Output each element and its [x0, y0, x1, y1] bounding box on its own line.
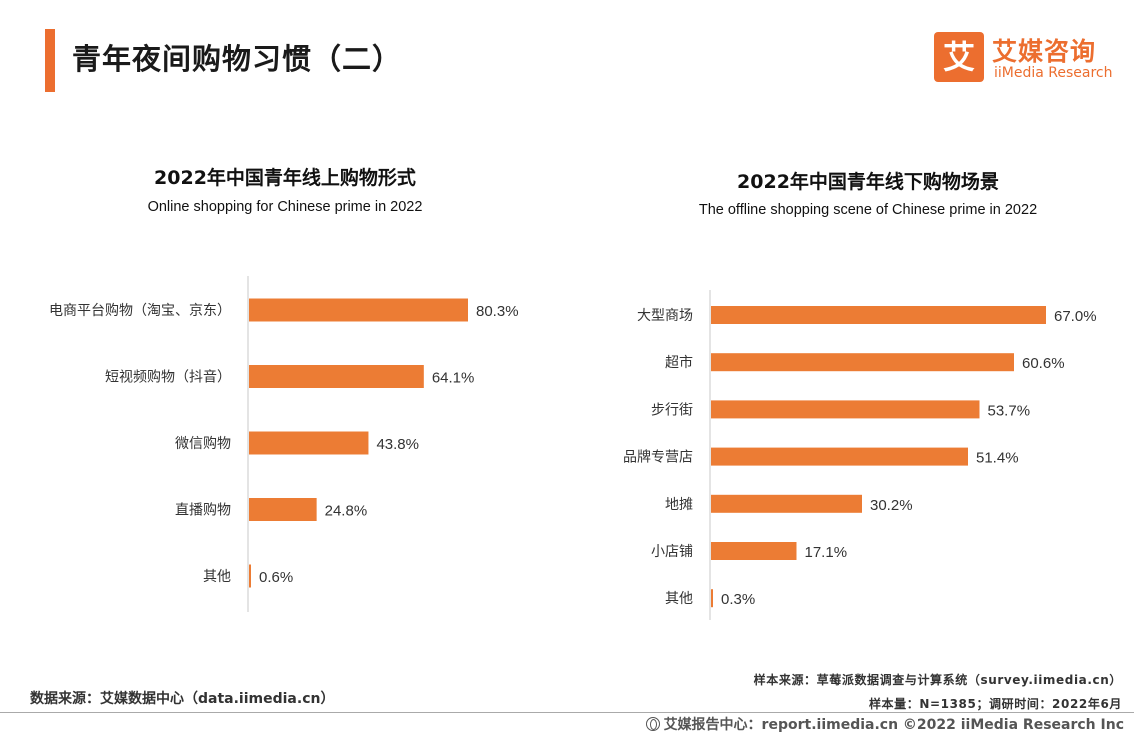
- category-label: 品牌专营店: [623, 449, 693, 466]
- value-label: 51.4%: [976, 450, 1019, 467]
- category-label: 电商平台购物（淘宝、京东）: [49, 303, 231, 319]
- page-title: 青年夜间购物习惯（二）: [72, 42, 403, 76]
- iimedia-logo: 艾 艾媒咨询 iiMedia Research: [934, 32, 1134, 84]
- online-shopping-chart: 电商平台购物（淘宝、京东） 80.3% 短视频购物（抖音） 64.1% 微信购物 43.8…: [0, 276, 560, 612]
- value-label: 53.7%: [988, 402, 1031, 419]
- bar: [711, 542, 797, 560]
- value-label: 43.8%: [376, 436, 419, 453]
- value-label: 67.0%: [1054, 308, 1097, 325]
- category-label: 其他: [203, 569, 231, 585]
- logo-name-en: iiMedia Research: [994, 65, 1113, 81]
- sample-size: 样本量：N=1385；调研时间：2022年6月: [868, 697, 1122, 711]
- value-label: 60.6%: [1022, 355, 1065, 372]
- globe-icon: [645, 717, 660, 731]
- value-label: 80.3%: [476, 303, 519, 320]
- online-chart-subtitle: Online shopping for Chinese prime in 202…: [147, 199, 423, 215]
- bar: [711, 589, 713, 608]
- bar: [249, 498, 317, 521]
- logo-name-cn: 艾媒咨询: [992, 37, 1097, 66]
- online-chart-title: 2022年中国青年线上购物形式: [154, 167, 416, 189]
- footer-copyright: 艾媒报告中心：report.iimedia.cn ©2022 iiMedia R…: [645, 714, 1124, 734]
- bar: [711, 306, 1046, 324]
- offline-shopping-chart: 大型商场 67.0% 超市 60.6% 步行街 53.7% 品牌专营店 51.4% 地摊 30.2…: [560, 290, 1134, 620]
- category-label: 步行街: [651, 402, 693, 418]
- category-label: 直播购物: [175, 502, 231, 519]
- bar: [711, 447, 968, 466]
- bar: [711, 400, 980, 419]
- offline-shopping-chart-svg: 大型商场 67.0% 超市 60.6% 步行街 53.7% 品牌专营店 51.4% 地摊 30.2…: [623, 290, 1097, 620]
- category-label: 超市: [665, 354, 693, 371]
- bar: [711, 494, 862, 513]
- value-label: 17.1%: [805, 544, 848, 561]
- category-label: 地摊: [665, 497, 693, 513]
- value-label: 64.1%: [432, 370, 475, 387]
- value-label: 30.2%: [870, 497, 913, 514]
- footer-divider: [0, 712, 1134, 713]
- bar: [249, 564, 251, 588]
- category-label: 小店铺: [651, 544, 693, 560]
- category-label: 其他: [665, 591, 693, 607]
- value-label: 24.8%: [325, 503, 368, 520]
- offline-chart-subtitle: The offline shopping scene of Chinese pr…: [698, 202, 1038, 218]
- title-accent-bar: [45, 29, 55, 92]
- sample-source: 样本来源：草莓派数据调查与计算系统（survey.iimedia.cn）: [753, 673, 1122, 687]
- value-label: 0.6%: [259, 569, 293, 586]
- logo-mark: 艾: [934, 32, 984, 82]
- category-label: 短视频购物（抖音）: [105, 369, 231, 386]
- online-shopping-chart-svg: 电商平台购物（淘宝、京东） 80.3% 短视频购物（抖音） 64.1% 微信购物 43.8…: [49, 276, 519, 612]
- category-label: 大型商场: [637, 308, 693, 324]
- value-label: 0.3%: [721, 591, 755, 608]
- bar: [249, 298, 468, 322]
- data-source: 数据来源：艾媒数据中心（data.iimedia.cn）: [30, 691, 335, 707]
- copyright-text: 艾媒报告中心：report.iimedia.cn ©2022 iiMedia R…: [663, 717, 1124, 733]
- bar: [249, 365, 424, 388]
- category-label: 微信购物: [175, 436, 231, 452]
- bar: [249, 431, 369, 455]
- offline-chart-title: 2022年中国青年线下购物场景: [737, 171, 999, 193]
- bar: [711, 353, 1014, 372]
